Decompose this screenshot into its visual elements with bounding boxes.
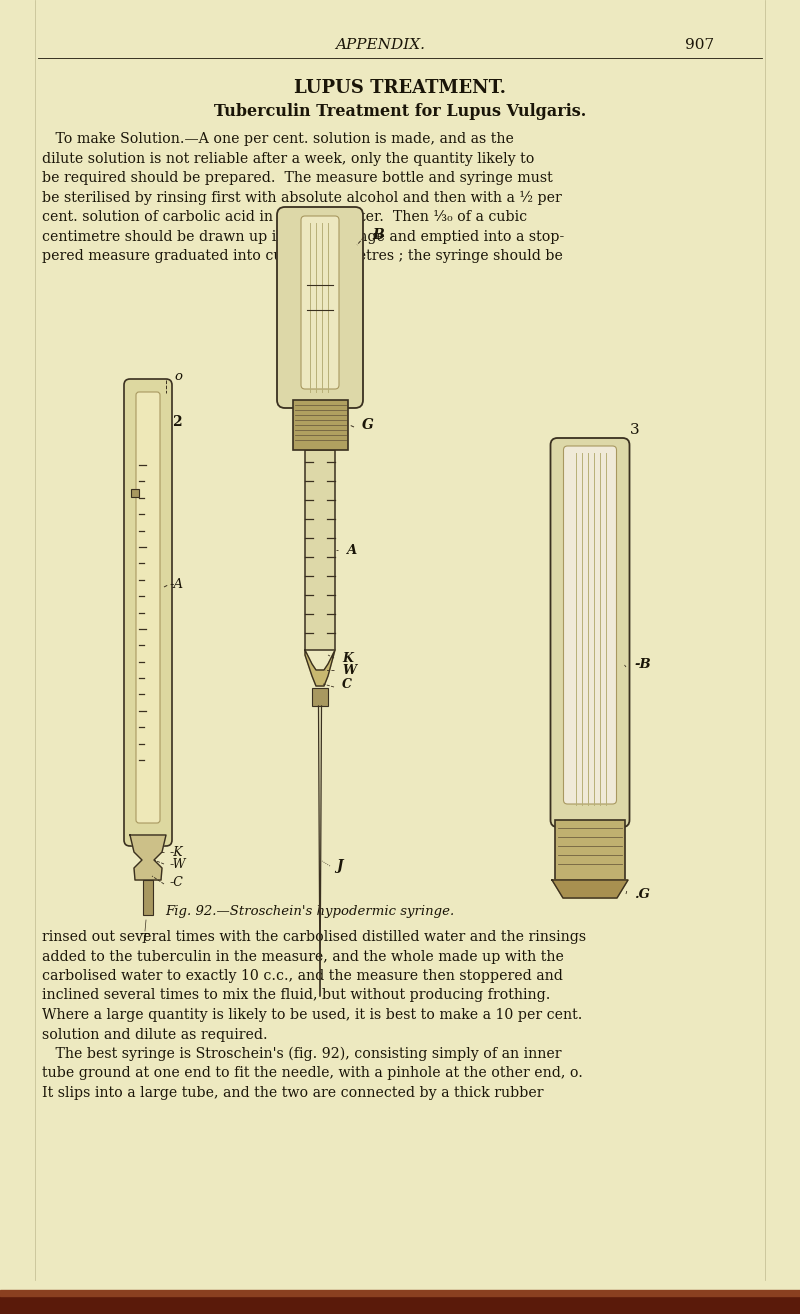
Bar xyxy=(143,880,153,915)
Text: W: W xyxy=(342,664,356,677)
Text: To make Solution.—A one per cent. solution is made, and as the: To make Solution.—A one per cent. soluti… xyxy=(42,131,514,146)
Text: o: o xyxy=(174,371,182,384)
Text: K: K xyxy=(342,652,353,665)
FancyBboxPatch shape xyxy=(550,438,630,827)
Polygon shape xyxy=(130,834,166,880)
Text: 907: 907 xyxy=(686,38,714,53)
Text: -B: -B xyxy=(634,658,650,671)
FancyBboxPatch shape xyxy=(277,208,363,409)
Text: A: A xyxy=(346,544,356,557)
Text: The best syringe is Stroschein's (fig. 92), consisting simply of an inner: The best syringe is Stroschein's (fig. 9… xyxy=(42,1047,562,1062)
Bar xyxy=(131,489,139,497)
FancyBboxPatch shape xyxy=(563,445,617,804)
Text: centimetre should be drawn up into the syringe and emptied into a stop-: centimetre should be drawn up into the s… xyxy=(42,230,564,243)
Bar xyxy=(312,689,328,706)
Text: 2: 2 xyxy=(172,415,182,428)
Text: -A: -A xyxy=(170,578,184,591)
Text: LUPUS TREATMENT.: LUPUS TREATMENT. xyxy=(294,79,506,97)
Text: Tuberculin Treatment for Lupus Vulgaris.: Tuberculin Treatment for Lupus Vulgaris. xyxy=(214,104,586,121)
Text: dilute solution is not reliable after a week, only the quantity likely to: dilute solution is not reliable after a … xyxy=(42,151,534,166)
Text: rinsed out several times with the carbolised distilled water and the rinsings: rinsed out several times with the carbol… xyxy=(42,930,586,943)
Text: APPENDIX.: APPENDIX. xyxy=(335,38,425,53)
Text: added to the tuberculin in the measure, and the whole made up with the: added to the tuberculin in the measure, … xyxy=(42,950,564,963)
Text: B: B xyxy=(372,229,384,242)
FancyBboxPatch shape xyxy=(124,378,172,846)
Text: -C: -C xyxy=(170,875,184,888)
Text: solution and dilute as required.: solution and dilute as required. xyxy=(42,1028,268,1042)
Text: pered measure graduated into cubic centimetres ; the syringe should be: pered measure graduated into cubic centi… xyxy=(42,248,563,263)
Text: -K: -K xyxy=(170,845,184,858)
Text: be required should be prepared.  The measure bottle and syringe must: be required should be prepared. The meas… xyxy=(42,171,553,185)
Text: C: C xyxy=(342,678,352,691)
Text: be sterilised by rinsing first with absolute alcohol and then with a ½ per: be sterilised by rinsing first with abso… xyxy=(42,191,562,205)
FancyBboxPatch shape xyxy=(301,215,339,389)
Text: T: T xyxy=(140,933,148,946)
Bar xyxy=(555,820,625,880)
Polygon shape xyxy=(305,650,335,686)
Text: -W: -W xyxy=(170,858,186,870)
Text: It slips into a large tube, and the two are connected by a thick rubber: It slips into a large tube, and the two … xyxy=(42,1085,543,1100)
Bar xyxy=(0,1290,800,1296)
Bar xyxy=(293,399,347,449)
Text: .G: .G xyxy=(634,887,650,900)
Bar xyxy=(0,1296,800,1314)
FancyBboxPatch shape xyxy=(136,392,160,823)
Bar xyxy=(305,449,335,650)
Text: tube ground at one end to fit the needle, with a pinhole at the other end, o.: tube ground at one end to fit the needle… xyxy=(42,1067,583,1080)
Text: inclined several times to mix the fluid, but without producing frothing.: inclined several times to mix the fluid,… xyxy=(42,988,550,1003)
Text: cent. solution of carbolic acid in distilled water.  Then ⅓₀ of a cubic: cent. solution of carbolic acid in disti… xyxy=(42,210,527,223)
Text: J: J xyxy=(336,859,342,872)
Text: carbolised water to exactly 10 c.c., and the measure then stoppered and: carbolised water to exactly 10 c.c., and… xyxy=(42,968,563,983)
Text: Fig. 92.—Stroschein's hypodermic syringe.: Fig. 92.—Stroschein's hypodermic syringe… xyxy=(166,905,454,918)
Text: 3: 3 xyxy=(630,423,640,438)
Polygon shape xyxy=(552,880,628,897)
Text: G: G xyxy=(362,418,374,432)
Text: Where a large quantity is likely to be used, it is best to make a 10 per cent.: Where a large quantity is likely to be u… xyxy=(42,1008,582,1022)
